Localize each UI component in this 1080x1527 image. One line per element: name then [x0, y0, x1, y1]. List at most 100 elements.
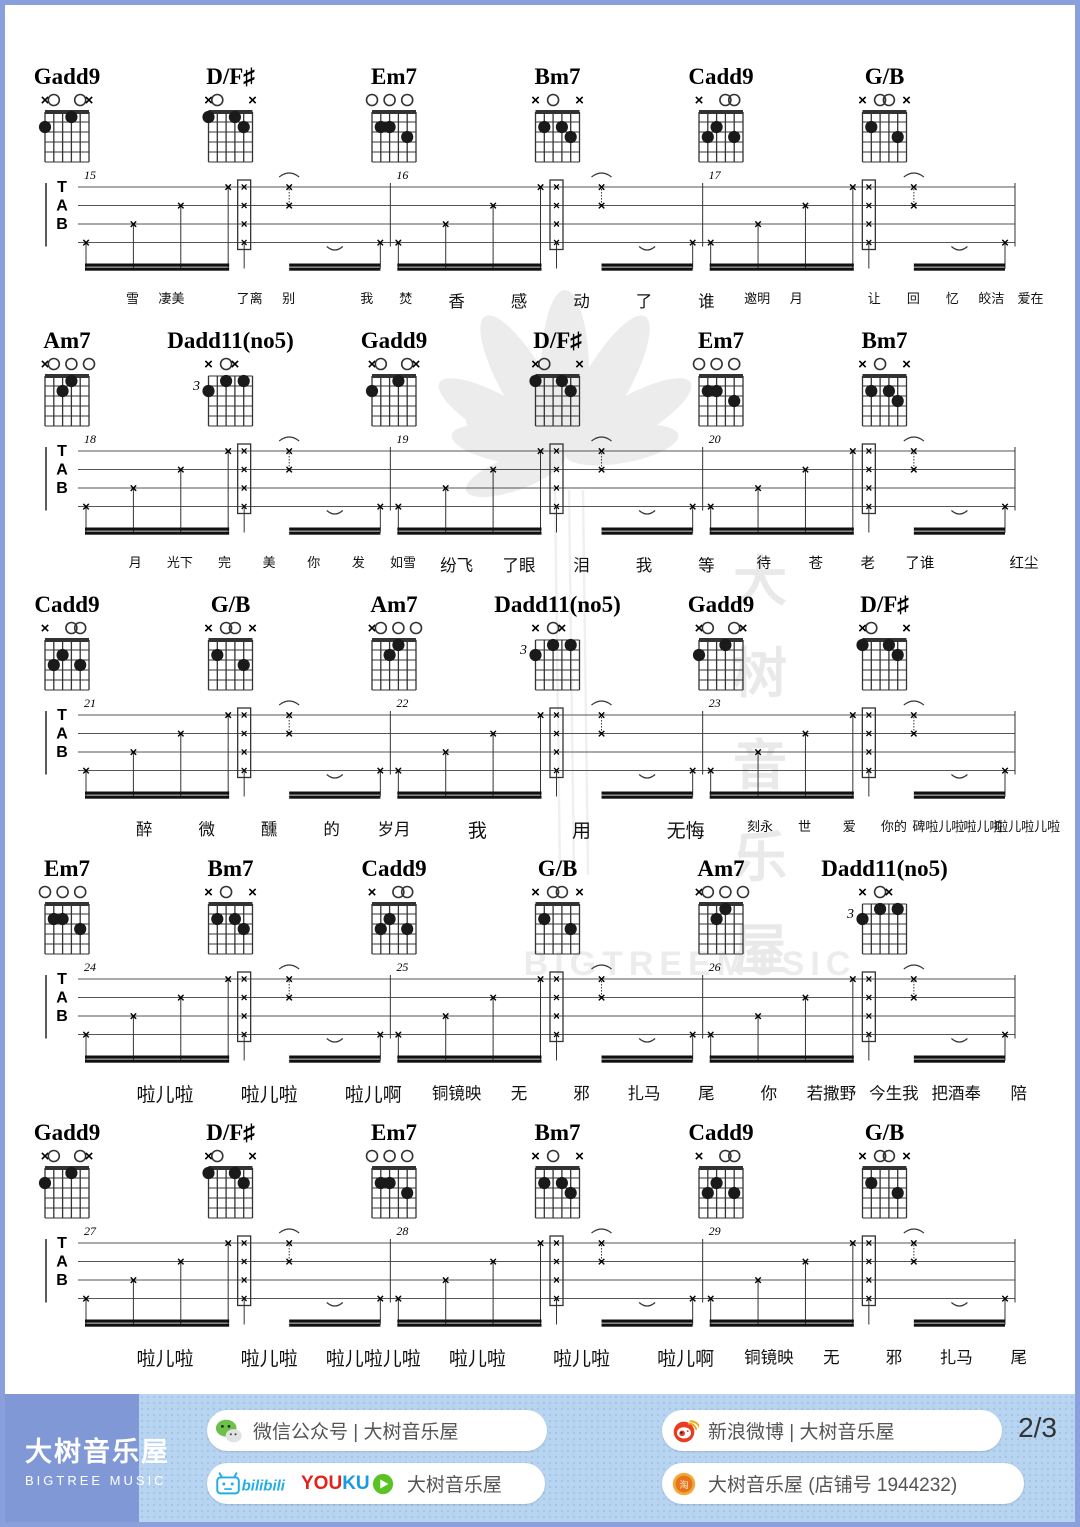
svg-text:×: ×: [177, 990, 185, 1005]
svg-text:×: ×: [531, 884, 540, 901]
svg-text:D/F♯: D/F♯: [860, 592, 909, 617]
svg-text:×: ×: [377, 763, 385, 778]
svg-text:×: ×: [865, 974, 872, 986]
svg-text:×: ×: [598, 990, 606, 1005]
svg-text:×: ×: [754, 1273, 762, 1288]
svg-text:×: ×: [865, 1257, 872, 1269]
svg-text:B: B: [56, 480, 68, 497]
svg-text:×: ×: [858, 884, 867, 901]
svg-text:×: ×: [575, 1148, 584, 1165]
svg-text:×: ×: [285, 462, 293, 477]
svg-text:B: B: [56, 1008, 68, 1025]
svg-text:×: ×: [489, 1254, 497, 1269]
svg-text:×: ×: [224, 180, 232, 195]
svg-text:×: ×: [537, 972, 545, 987]
svg-text:23: 23: [709, 696, 721, 710]
svg-text:×: ×: [849, 972, 857, 987]
svg-text:×: ×: [553, 465, 560, 477]
svg-text:×: ×: [241, 1011, 248, 1023]
svg-text:×: ×: [865, 446, 872, 458]
svg-text:×: ×: [531, 620, 540, 637]
svg-text:×: ×: [1001, 763, 1009, 778]
svg-text:×: ×: [865, 219, 872, 231]
svg-text:×: ×: [241, 483, 248, 495]
svg-text:bilibili: bilibili: [242, 1477, 286, 1494]
svg-text:×: ×: [910, 990, 918, 1005]
svg-text:19: 19: [396, 432, 408, 446]
svg-text:×: ×: [575, 884, 584, 901]
svg-text:×: ×: [910, 180, 918, 195]
svg-text:×: ×: [285, 198, 293, 213]
svg-text:×: ×: [553, 747, 560, 759]
svg-text:20: 20: [709, 432, 721, 446]
svg-text:×: ×: [241, 1275, 248, 1287]
svg-text:×: ×: [82, 235, 90, 250]
svg-text:×: ×: [442, 1273, 450, 1288]
svg-text:×: ×: [598, 462, 606, 477]
svg-text:×: ×: [849, 708, 857, 723]
svg-text:×: ×: [41, 620, 50, 637]
svg-text:×: ×: [910, 444, 918, 459]
svg-text:×: ×: [553, 710, 560, 722]
svg-text:×: ×: [707, 763, 715, 778]
svg-text:×: ×: [689, 1291, 697, 1306]
svg-text:×: ×: [754, 481, 762, 496]
svg-text:B: B: [56, 744, 68, 761]
svg-text:×: ×: [241, 993, 248, 1005]
svg-text:15: 15: [84, 168, 96, 182]
svg-text:T: T: [57, 707, 67, 724]
svg-text:×: ×: [1001, 499, 1009, 514]
svg-text:×: ×: [82, 499, 90, 514]
svg-text:×: ×: [241, 1238, 248, 1250]
svg-text:×: ×: [849, 1236, 857, 1251]
svg-text:18: 18: [84, 432, 96, 446]
svg-text:17: 17: [709, 168, 722, 182]
svg-text:×: ×: [489, 726, 497, 741]
svg-text:Em7: Em7: [44, 856, 90, 881]
svg-text:×: ×: [285, 990, 293, 1005]
svg-text:×: ×: [553, 1275, 560, 1287]
svg-text:×: ×: [395, 235, 403, 250]
svg-text:×: ×: [910, 462, 918, 477]
svg-text:×: ×: [695, 92, 704, 109]
svg-text:×: ×: [224, 1236, 232, 1251]
svg-text:Am7: Am7: [370, 592, 417, 617]
svg-text:×: ×: [802, 462, 810, 477]
svg-text:27: 27: [84, 1224, 97, 1238]
svg-text:×: ×: [442, 481, 450, 496]
svg-text:×: ×: [553, 974, 560, 986]
svg-text:×: ×: [865, 483, 872, 495]
svg-text:Gadd9: Gadd9: [361, 328, 427, 353]
svg-text:Cadd9: Cadd9: [688, 64, 753, 89]
svg-text:×: ×: [910, 1236, 918, 1251]
svg-text:×: ×: [531, 1148, 540, 1165]
svg-text:G/B: G/B: [865, 1120, 905, 1145]
svg-text:×: ×: [285, 726, 293, 741]
svg-text:×: ×: [553, 1257, 560, 1269]
svg-text:×: ×: [865, 993, 872, 1005]
svg-text:×: ×: [575, 92, 584, 109]
svg-text:×: ×: [689, 235, 697, 250]
svg-text:Gadd9: Gadd9: [34, 64, 100, 89]
svg-text:Bm7: Bm7: [208, 856, 254, 881]
svg-text:Gadd9: Gadd9: [34, 1120, 100, 1145]
svg-text:×: ×: [412, 356, 421, 373]
svg-text:A: A: [56, 990, 68, 1007]
svg-text:×: ×: [241, 182, 248, 194]
svg-text:×: ×: [865, 729, 872, 741]
svg-text:×: ×: [489, 462, 497, 477]
svg-text:3: 3: [519, 643, 527, 658]
svg-text:×: ×: [241, 201, 248, 213]
svg-text:×: ×: [231, 356, 240, 373]
svg-text:A: A: [56, 462, 68, 479]
svg-text:×: ×: [204, 884, 213, 901]
svg-text:×: ×: [885, 884, 894, 901]
svg-text:×: ×: [695, 1148, 704, 1165]
svg-text:Dadd11(no5): Dadd11(no5): [494, 592, 621, 617]
svg-text:Gadd9: Gadd9: [688, 592, 754, 617]
svg-text:A: A: [56, 198, 68, 215]
svg-text:×: ×: [177, 726, 185, 741]
svg-text:×: ×: [754, 745, 762, 760]
svg-text:×: ×: [241, 747, 248, 759]
svg-text:×: ×: [598, 1236, 606, 1251]
